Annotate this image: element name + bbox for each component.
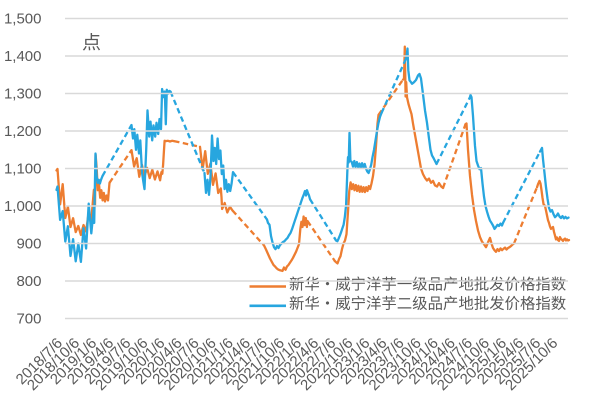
svg-text:1,500: 1,500 <box>4 11 42 28</box>
svg-text:1,100: 1,100 <box>4 161 42 178</box>
svg-text:1,400: 1,400 <box>4 48 42 65</box>
svg-text:900: 900 <box>16 236 41 253</box>
svg-text:700: 700 <box>16 311 41 328</box>
svg-text:1,000: 1,000 <box>4 198 42 215</box>
svg-text:1,200: 1,200 <box>4 123 42 140</box>
svg-text:800: 800 <box>16 273 41 290</box>
svg-text:1,300: 1,300 <box>4 86 42 103</box>
